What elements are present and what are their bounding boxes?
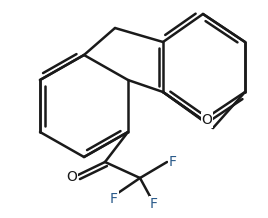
- Text: O: O: [202, 113, 213, 127]
- Text: F: F: [150, 197, 158, 211]
- Text: O: O: [66, 170, 77, 184]
- Text: F: F: [169, 155, 177, 169]
- Text: F: F: [110, 192, 118, 206]
